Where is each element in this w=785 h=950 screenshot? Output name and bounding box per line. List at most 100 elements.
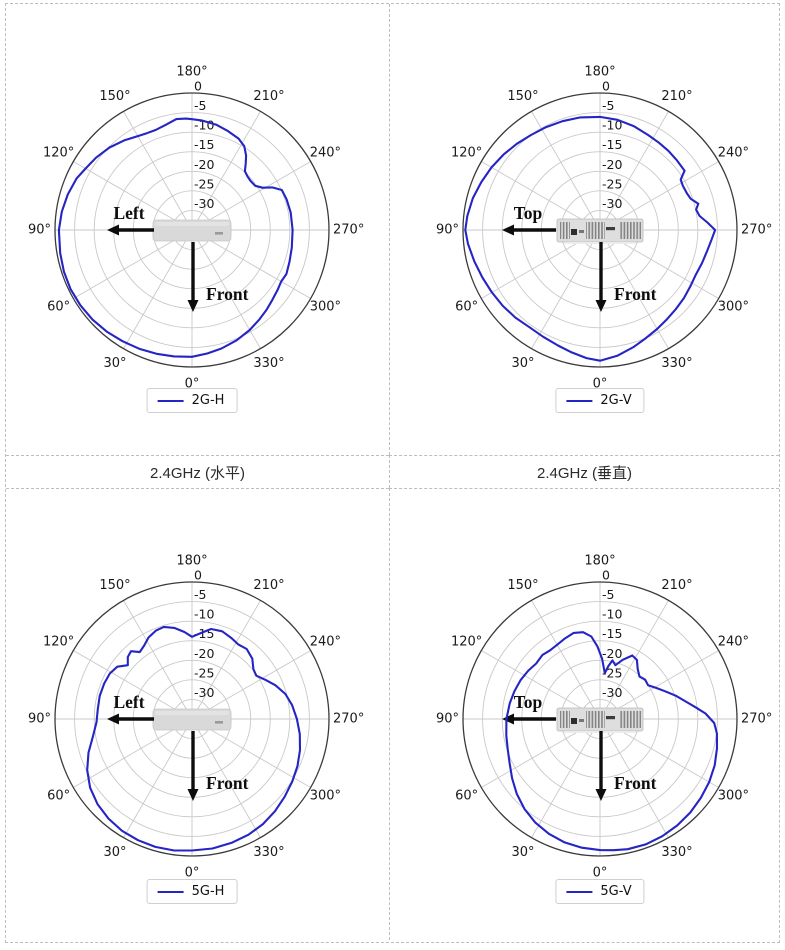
angle-tick-label: 120°	[43, 146, 74, 161]
angular-gridline	[191, 718, 261, 838]
angular-gridline	[531, 229, 601, 349]
radial-tick-label: -30	[602, 196, 622, 211]
angular-gridline	[191, 229, 261, 349]
angle-tick-label: 60°	[455, 789, 478, 804]
radial-tick-label: -5	[602, 98, 614, 113]
angle-tick-label: 90°	[436, 712, 459, 727]
angular-gridline	[73, 161, 193, 231]
angular-gridline	[191, 111, 261, 231]
angle-tick-label: 0°	[593, 377, 608, 392]
angle-tick-label: 210°	[253, 89, 284, 104]
radial-tick-label: -10	[602, 607, 622, 622]
angle-tick-label: 90°	[28, 712, 51, 727]
polar-chart-5g-v: 0-5-10-15-20-25-300°30°60°90°120°150°180…	[436, 554, 772, 881]
caption-text: 2.4GHz (垂直)	[536, 464, 632, 482]
legend-5g-v: 5G-V	[555, 879, 645, 904]
caption-text: 2.4GHz (水平)	[149, 464, 245, 482]
angular-gridline	[191, 718, 311, 788]
angle-tick-label: 270°	[333, 223, 364, 238]
radial-tick-label: -10	[602, 118, 622, 133]
radial-tick-label: -20	[602, 646, 622, 661]
caption-2g-vertical: 2.4GHz (垂直)	[389, 455, 779, 488]
angular-gridline	[73, 718, 193, 788]
angle-tick-label: 330°	[661, 356, 692, 371]
device-front-port	[215, 721, 223, 724]
angle-tick-label: 210°	[661, 89, 692, 104]
angle-tick-label: 270°	[333, 712, 364, 727]
angle-tick-label: 240°	[310, 146, 341, 161]
legend-2g-h: 2G-H	[146, 388, 238, 413]
angle-tick-label: 240°	[718, 635, 749, 650]
angle-tick-label: 180°	[584, 65, 615, 80]
side-arrow-label: Top	[514, 692, 543, 712]
angle-tick-label: 150°	[507, 89, 538, 104]
legend-line-swatch	[566, 890, 593, 893]
radial-tick-label: -15	[602, 137, 622, 152]
angular-gridline	[481, 161, 601, 231]
angular-gridline	[73, 229, 193, 299]
angular-gridline	[191, 650, 311, 720]
polar-spine	[462, 92, 738, 368]
radial-tick-label: -25	[194, 665, 214, 680]
radial-gridline	[93, 131, 291, 329]
radial-tick-label: -5	[602, 587, 614, 602]
front-arrow-head	[595, 789, 607, 801]
angle-tick-label: 90°	[436, 223, 459, 238]
radial-gridline	[482, 112, 718, 348]
angular-gridline	[531, 600, 601, 720]
angular-gridline	[191, 229, 311, 299]
side-arrow-head	[502, 713, 514, 725]
angular-gridline	[599, 161, 719, 231]
radial-gridline	[74, 112, 310, 348]
angle-tick-label: 150°	[99, 89, 130, 104]
radial-tick-label: 0	[602, 568, 610, 583]
angular-gridline	[191, 161, 311, 231]
angular-gridline	[599, 111, 669, 231]
radial-gridline	[93, 620, 291, 818]
plot-cell-5g-v: 0 -5 -10 -15 -20 -25 -30 0° 30° 60° 90° 120° 150° 180…	[389, 488, 779, 940]
polar-spine	[462, 581, 738, 857]
angle-tick-label: 150°	[99, 578, 130, 593]
device-port-dash	[606, 716, 615, 720]
comparison-table: 0 -5 -10 -15 -20 -25 -30 0° 30° 60° 90° 120° 150° 180…	[5, 3, 780, 943]
angle-tick-label: 30°	[103, 845, 126, 860]
angle-tick-label: 120°	[451, 635, 482, 650]
legend-5g-h: 5G-H	[146, 879, 238, 904]
angle-tick-label: 30°	[103, 356, 126, 371]
radial-tick-label: -10	[194, 607, 214, 622]
device-port-square	[571, 718, 577, 724]
pattern-curve-5g-v	[505, 631, 719, 852]
polar-chart-2g-v: 0 -5 -10 -15 -20 -25 -30 0° 30° 60° 90° 120° 150° 180…	[436, 65, 772, 392]
angle-tick-label: 300°	[718, 789, 749, 804]
angle-tick-label: 90°	[28, 223, 51, 238]
plot-cell-2g-v: 0 -5 -10 -15 -20 -25 -30 0° 30° 60° 90° 120° 150° 180…	[389, 4, 779, 455]
legend-line-swatch	[566, 399, 593, 402]
radial-tick-label: 0	[602, 79, 610, 94]
angle-tick-label: 330°	[253, 356, 284, 371]
plot-cell-2g-h: 0 -5 -10 -15 -20 -25 -30 0° 30° 60° 90° 120° 150° 180…	[6, 4, 389, 455]
front-arrow-label: Front	[614, 284, 657, 304]
radial-tick-label: -20	[602, 157, 622, 172]
radial-tick-label: -30	[602, 685, 622, 700]
front-arrow-label: Front	[614, 773, 657, 793]
angular-gridline	[531, 718, 601, 838]
pattern-curve-2g-v	[464, 115, 717, 362]
angular-gridline	[191, 600, 261, 720]
angle-tick-label: 0°	[593, 866, 608, 881]
radial-tick-label: -20	[194, 646, 214, 661]
plot-cell-5g-h: 0 -5 -10 -15 -20 -25 -30 0° 30° 60° 90° 120° 150° 180…	[6, 488, 389, 940]
caption-2g-horizontal: 2.4GHz (水平)	[6, 455, 389, 488]
device-port-dash	[606, 227, 615, 231]
angular-gridline	[481, 650, 601, 720]
angular-gridline	[73, 650, 193, 720]
angular-gridline	[123, 718, 193, 838]
device-port-square	[571, 229, 577, 235]
front-arrow-head	[595, 300, 607, 312]
pattern-curve-2g-h	[57, 117, 294, 358]
radial-tick-label: -30	[194, 196, 214, 211]
device-port-small	[579, 230, 584, 233]
radial-tick-label: -15	[194, 137, 214, 152]
angle-tick-label: 0°	[185, 866, 200, 881]
angle-tick-label: 210°	[661, 578, 692, 593]
angle-tick-label: 330°	[253, 845, 284, 860]
